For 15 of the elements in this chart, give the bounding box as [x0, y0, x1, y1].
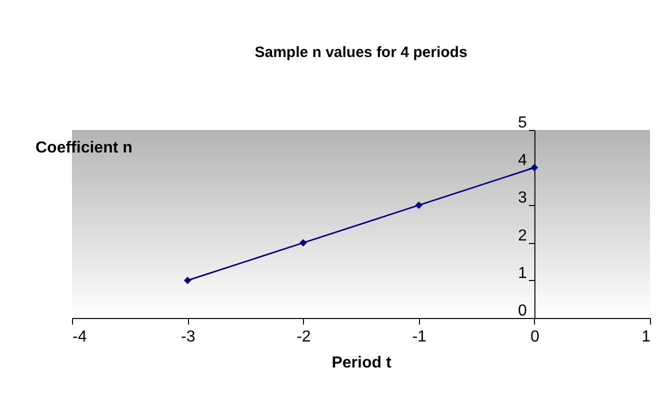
y-tick-label: 3: [518, 190, 527, 207]
y-tick-label: 1: [518, 264, 527, 282]
x-tick-label: -2: [296, 328, 311, 346]
y-axis-title: Coefficient n: [36, 140, 132, 156]
chart-title: Sample n values for 4 periods: [254, 44, 468, 61]
x-tick-label: -3: [180, 328, 196, 346]
x-tick-label: -4: [72, 328, 87, 346]
y-tick-label: 5: [518, 114, 527, 132]
y-tick-label: 4: [518, 152, 527, 170]
y-tick-label: 2: [518, 227, 527, 244]
x-tick-label: -1: [412, 328, 427, 346]
y-tick-label: 0: [518, 302, 527, 320]
x-tick-label: 0: [530, 328, 540, 346]
x-tick-label: 1: [642, 328, 651, 346]
x-axis-title: Period t: [332, 354, 392, 372]
